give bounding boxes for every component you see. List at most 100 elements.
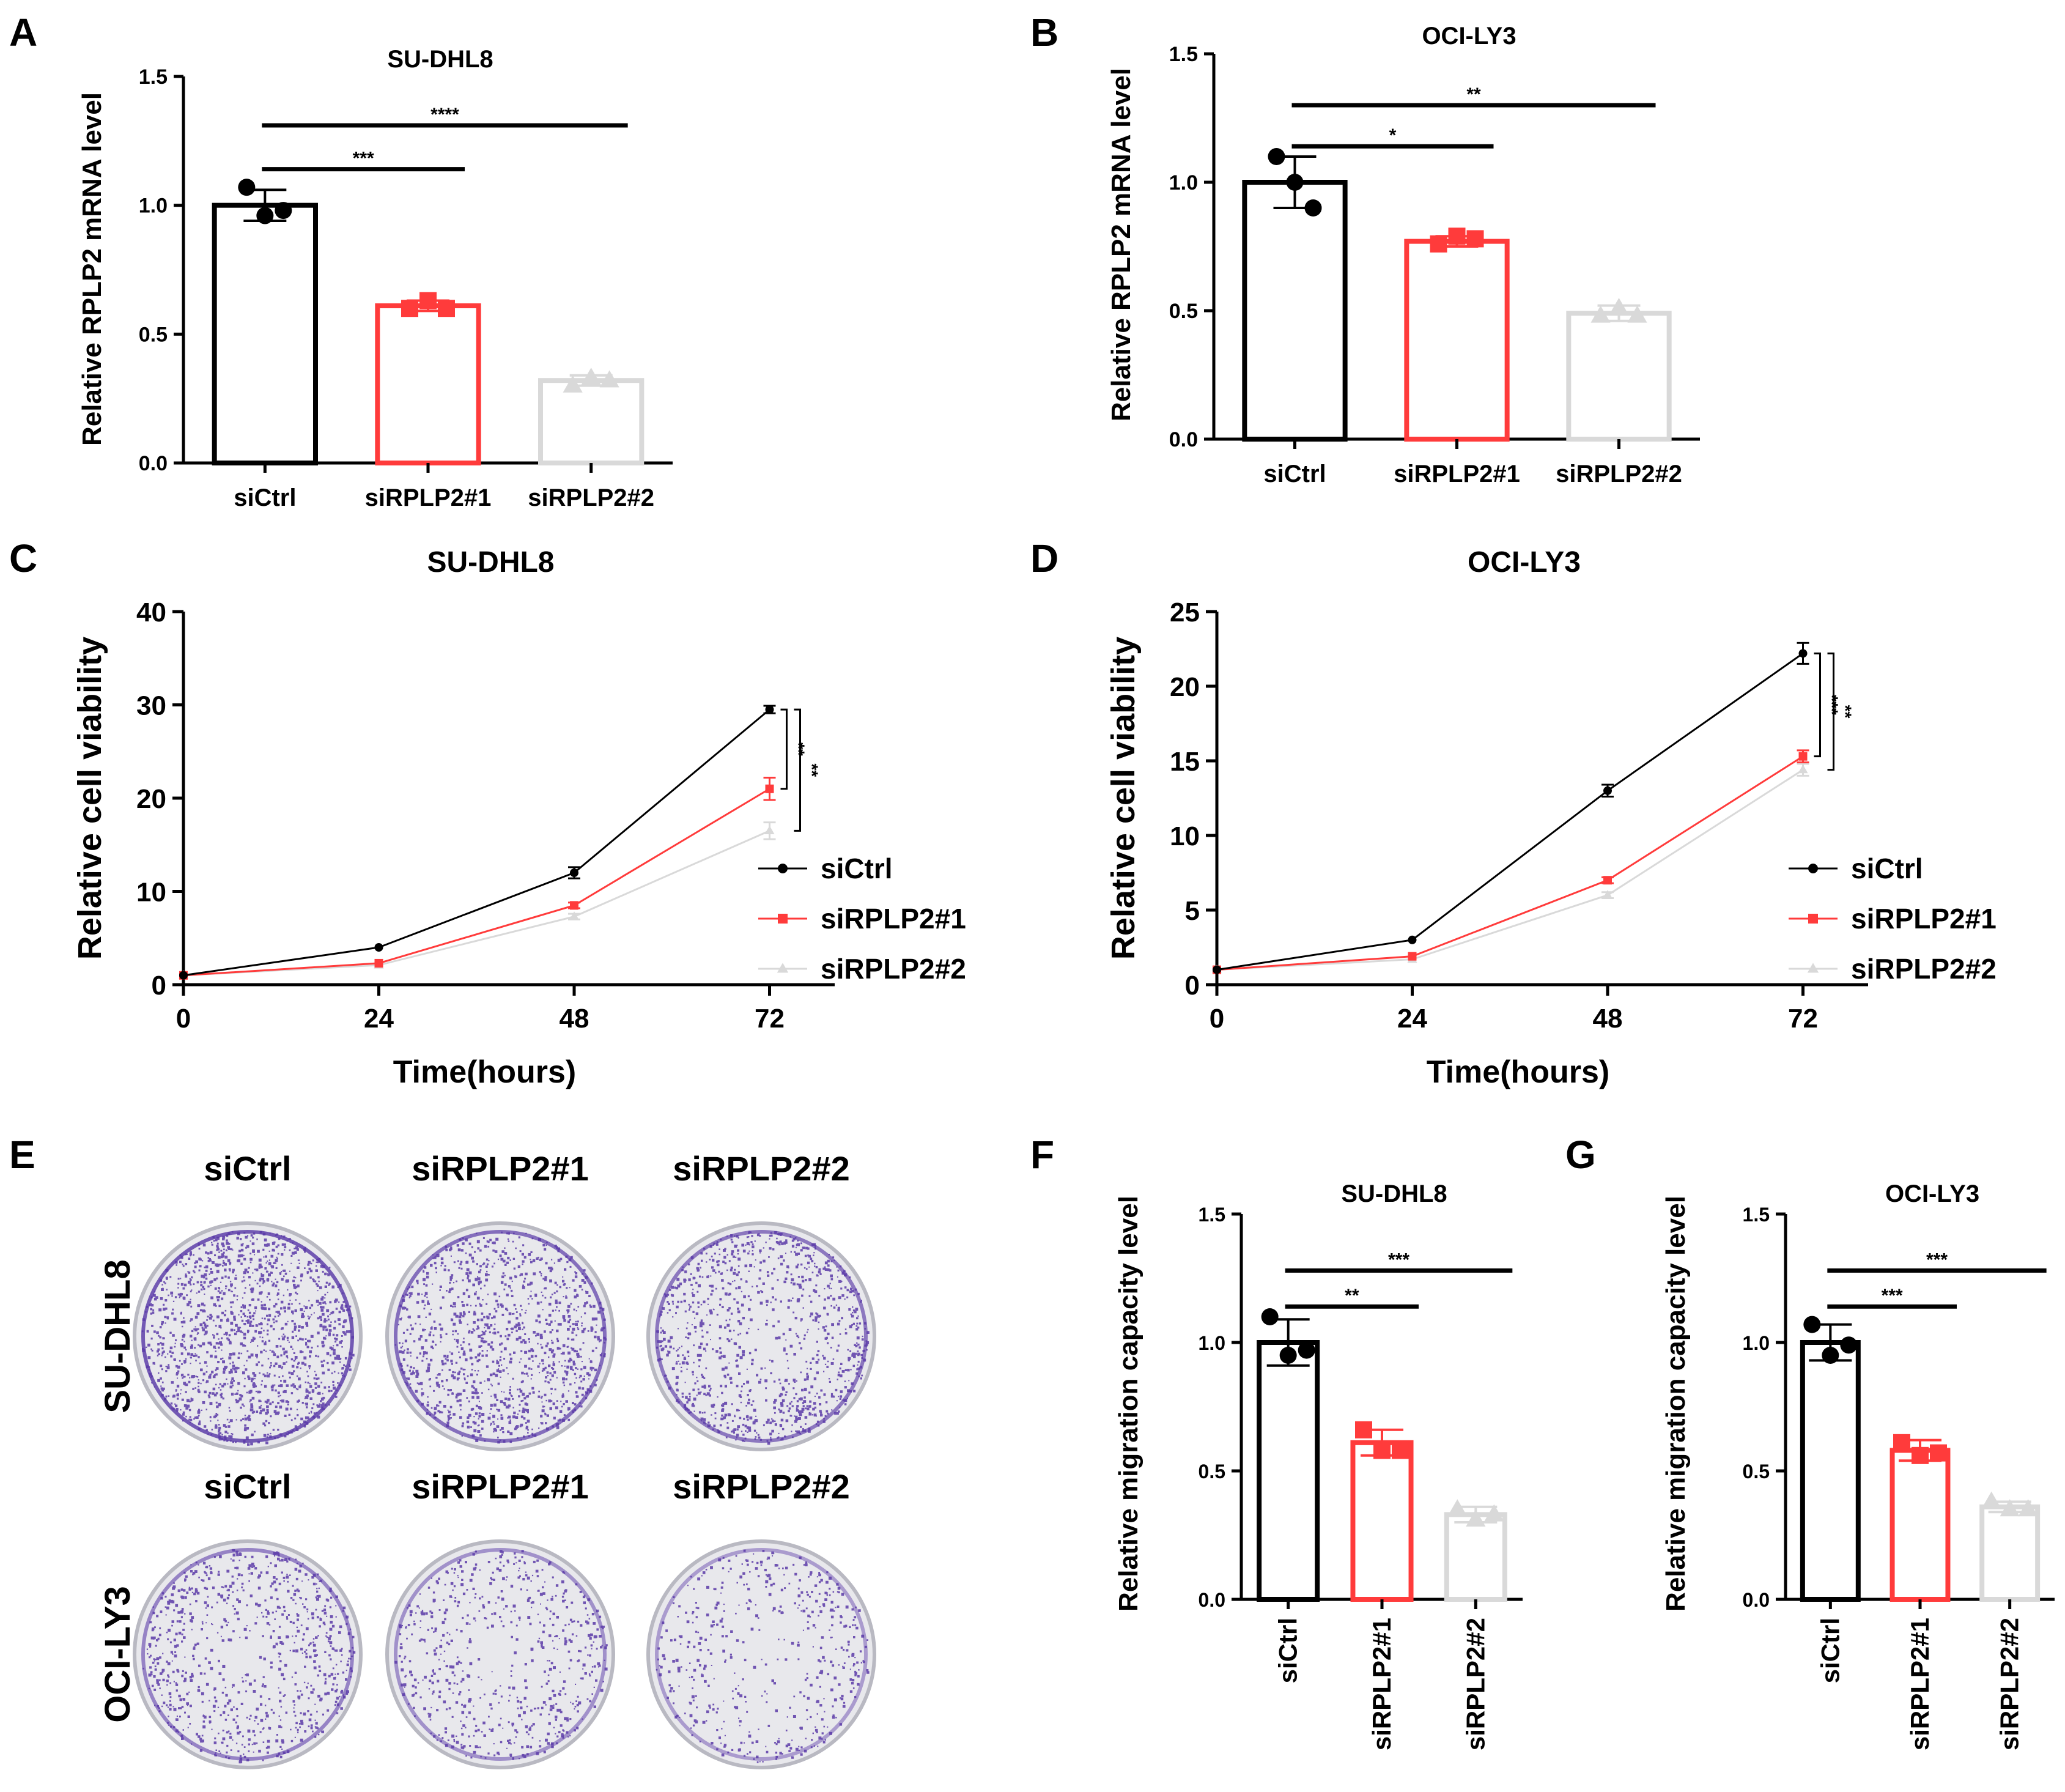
significance-label: *** bbox=[353, 149, 374, 169]
y-axis-label: Relative cell viability bbox=[1105, 637, 1142, 960]
data-point bbox=[275, 202, 292, 220]
data-point bbox=[1798, 752, 1808, 761]
legend-label: siRPLP2#1 bbox=[1851, 903, 1997, 935]
significance-label: *** bbox=[1882, 1286, 1903, 1306]
y-tick-label: 0.0 bbox=[1169, 428, 1198, 451]
data-point bbox=[1590, 305, 1611, 323]
y-tick-label: 0.0 bbox=[1743, 1589, 1770, 1611]
plate bbox=[133, 1539, 363, 1769]
y-tick-label: 0.5 bbox=[139, 323, 168, 346]
y-axis-label: Relative migration capacity level bbox=[1661, 1196, 1691, 1612]
plate-rim bbox=[655, 1230, 868, 1443]
x-tick-label: 72 bbox=[1788, 1004, 1818, 1034]
data-point bbox=[1822, 1347, 1839, 1364]
panel-G: G OCI-LY3 Relative migration capacity leve… bbox=[1565, 1133, 2055, 1750]
x-category-label: siRPLP2#2 bbox=[528, 484, 654, 511]
row-label: OCI-LY3 bbox=[98, 1586, 138, 1722]
x-category-label: siCtrl bbox=[234, 484, 296, 511]
data-point bbox=[1408, 952, 1417, 961]
y-tick-label: 0.5 bbox=[1169, 300, 1198, 323]
well-plate bbox=[133, 1539, 363, 1769]
x-category-label: siRPLP2#2 bbox=[1995, 1618, 2024, 1750]
x-tick-label: 0 bbox=[176, 1004, 191, 1034]
y-tick-label: 1.0 bbox=[1169, 171, 1198, 194]
x-axis-label: Time(hours) bbox=[393, 1054, 577, 1090]
y-axis-label: Relative migration capacity level bbox=[1114, 1196, 1143, 1612]
panel-letter: E bbox=[9, 1133, 35, 1177]
column-label: siRPLP2#1 bbox=[412, 1467, 589, 1506]
panel-A: A SU-DHL8 Relative RPLP2 mRNA level 0.0 0.5 1… bbox=[9, 10, 673, 511]
significance-label: ** bbox=[1466, 84, 1481, 105]
data-point bbox=[401, 300, 418, 317]
y-tick-label: 1.0 bbox=[139, 194, 168, 218]
series-line-siRPLP2#1 bbox=[183, 788, 770, 977]
x-tick-label: 48 bbox=[1593, 1004, 1623, 1034]
series-line-siRPLP2#1 bbox=[1216, 755, 1804, 971]
panel-F: F SU-DHL8 Relative migration capacity leve… bbox=[1030, 1133, 1523, 1750]
data-point bbox=[599, 370, 619, 388]
chart-title: SU-DHL8 bbox=[427, 546, 554, 579]
y-axis-label: Relative RPLP2 mRNA level bbox=[77, 92, 107, 446]
data-point bbox=[2018, 1499, 2038, 1517]
data-point bbox=[1609, 298, 1629, 315]
row-label: SU-DHL8 bbox=[98, 1259, 138, 1413]
data-point bbox=[1373, 1442, 1391, 1459]
data-point bbox=[1279, 1347, 1297, 1364]
data-point bbox=[419, 292, 437, 309]
panel-letter: F bbox=[1030, 1133, 1054, 1177]
y-tick-label: 25 bbox=[1170, 598, 1200, 628]
significance-label: ** bbox=[1345, 1286, 1359, 1306]
well-plate bbox=[133, 1221, 363, 1451]
plate bbox=[646, 1221, 876, 1451]
panel-letter: A bbox=[9, 10, 37, 54]
data-point bbox=[374, 943, 383, 952]
data-point bbox=[765, 784, 774, 793]
data-point bbox=[1392, 1442, 1409, 1459]
legend-marker bbox=[778, 864, 788, 873]
plate bbox=[646, 1539, 876, 1769]
y-tick-label: 10 bbox=[1170, 821, 1200, 851]
plate bbox=[133, 1221, 363, 1451]
x-tick-label: 24 bbox=[364, 1004, 394, 1034]
data-point bbox=[1484, 1504, 1504, 1522]
significance-label: *** bbox=[1926, 1250, 1948, 1270]
legend-label: siCtrl bbox=[821, 853, 893, 884]
plate-rim bbox=[394, 1548, 607, 1761]
data-point bbox=[256, 207, 274, 224]
x-tick-label: 0 bbox=[1210, 1004, 1224, 1034]
plate bbox=[385, 1539, 615, 1769]
y-tick-label: 0.5 bbox=[1199, 1461, 1225, 1483]
data-point bbox=[1603, 786, 1612, 795]
panel-letter: D bbox=[1030, 536, 1058, 580]
data-point bbox=[563, 375, 583, 393]
data-point bbox=[1261, 1308, 1279, 1325]
x-category-label: siCtrl bbox=[1263, 461, 1326, 487]
data-point bbox=[1798, 649, 1808, 658]
significance-label: *** bbox=[1823, 695, 1842, 715]
series-line-siRPLP2#2 bbox=[1216, 769, 1804, 971]
colony-speckles bbox=[656, 1231, 870, 1445]
significance-bracket bbox=[794, 708, 801, 832]
y-tick-label: 1.5 bbox=[139, 65, 168, 89]
significance-bracket bbox=[1814, 652, 1821, 758]
legend-label: siRPLP2#2 bbox=[1851, 953, 1997, 985]
data-point bbox=[1840, 1336, 1858, 1354]
chart-title: SU-DHL8 bbox=[1341, 1180, 1447, 1207]
data-point bbox=[1603, 876, 1612, 885]
x-category-label: siRPLP2#1 bbox=[1394, 461, 1520, 487]
series-line-siRPLP2#2 bbox=[183, 830, 770, 977]
significance-label: ** bbox=[803, 763, 822, 777]
x-tick-label: 24 bbox=[1397, 1004, 1427, 1034]
series-line-siCtrl bbox=[1216, 653, 1804, 971]
y-tick-label: 0.5 bbox=[1743, 1461, 1770, 1483]
x-tick-label: 48 bbox=[560, 1004, 589, 1034]
data-point bbox=[1602, 890, 1613, 899]
data-point bbox=[1466, 1509, 1486, 1527]
y-tick-label: 40 bbox=[136, 598, 166, 628]
y-tick-label: 1.5 bbox=[1169, 43, 1198, 66]
colony-speckles bbox=[394, 1231, 607, 1444]
panel-letter: C bbox=[9, 536, 37, 580]
data-point bbox=[570, 868, 578, 877]
data-point bbox=[1803, 1316, 1821, 1333]
